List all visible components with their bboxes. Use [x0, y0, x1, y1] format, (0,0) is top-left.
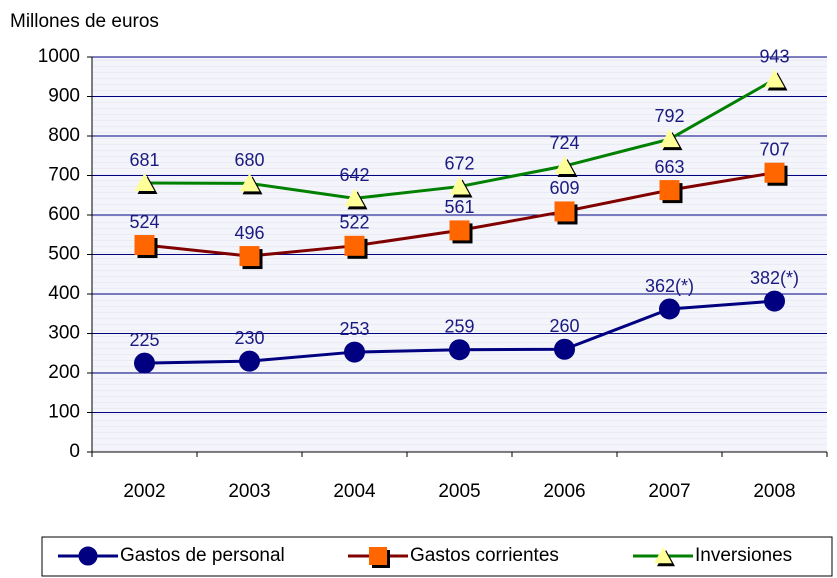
data-label: 561: [444, 197, 474, 217]
x-tick-label: 2007: [648, 481, 690, 502]
marker: [134, 235, 155, 256]
marker: [344, 235, 365, 256]
marker: [764, 290, 785, 312]
marker: [78, 546, 98, 566]
y-tick-label: 1000: [38, 46, 80, 67]
legend-label: Inversiones: [695, 545, 792, 566]
y-tick-label: 400: [48, 283, 80, 304]
marker: [654, 547, 672, 564]
marker: [369, 547, 387, 565]
y-tick-label: 900: [48, 86, 80, 107]
y-tick-label: 600: [48, 204, 80, 225]
marker: [764, 69, 785, 88]
data-label: 707: [759, 139, 789, 159]
data-label: 943: [759, 46, 789, 66]
marker: [449, 339, 470, 361]
data-label: 522: [339, 213, 369, 233]
marker: [554, 156, 575, 175]
legend-box: [41, 536, 833, 577]
marker: [449, 220, 470, 241]
data-label: 253: [339, 319, 369, 339]
data-label: 680: [234, 150, 264, 170]
marker: [239, 246, 260, 267]
marker: [344, 341, 365, 363]
data-label: 663: [654, 157, 684, 177]
marker: [449, 176, 470, 195]
x-tick-label: 2008: [753, 481, 795, 502]
data-label: 524: [129, 212, 159, 232]
data-label: 642: [339, 165, 369, 185]
y-tick-label: 700: [48, 165, 80, 186]
data-label: 792: [654, 106, 684, 126]
data-label: 362(*): [645, 276, 694, 296]
marker: [134, 352, 155, 374]
marker: [554, 338, 575, 360]
y-tick-label: 300: [48, 323, 80, 344]
marker: [659, 180, 680, 201]
legend-label: Gastos de personal: [120, 545, 285, 566]
data-label: 230: [234, 328, 264, 348]
x-tick-label: 2003: [228, 481, 270, 502]
data-label: 225: [129, 330, 159, 350]
marker: [134, 173, 155, 192]
marker: [554, 201, 575, 222]
data-label: 260: [549, 316, 579, 336]
x-tick-label: 2002: [123, 481, 165, 502]
x-tick-label: 2005: [438, 481, 480, 502]
marker: [659, 298, 680, 320]
y-tick-label: 100: [48, 402, 80, 423]
y-axis-title: Millones de euros: [10, 11, 159, 32]
legend-label: Gastos corrientes: [410, 545, 559, 566]
data-label: 259: [444, 316, 474, 336]
marker: [239, 350, 260, 372]
x-tick-label: 2004: [333, 481, 376, 502]
y-tick-label: 200: [48, 362, 80, 383]
marker: [659, 129, 680, 148]
y-tick-label: 800: [48, 125, 80, 146]
data-label: 672: [444, 153, 474, 173]
marker: [239, 173, 260, 192]
data-label: 496: [234, 223, 264, 243]
marker: [764, 162, 785, 183]
data-label: 724: [549, 133, 579, 153]
marker: [344, 188, 365, 207]
data-label: 609: [549, 178, 579, 198]
y-tick-label: 500: [48, 244, 80, 265]
data-label: 681: [129, 150, 159, 170]
data-label: 382(*): [750, 268, 799, 288]
x-tick-label: 2006: [543, 481, 585, 502]
y-tick-label: 0: [69, 441, 80, 462]
